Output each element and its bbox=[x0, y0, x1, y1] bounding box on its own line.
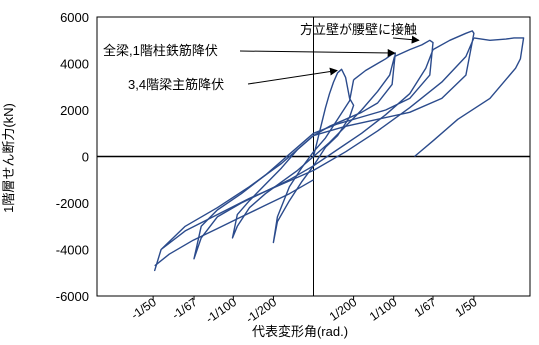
y-tick-label: -4000 bbox=[56, 243, 89, 258]
y-tick-label: 6000 bbox=[60, 10, 89, 25]
x-tick-label: 1/100 bbox=[367, 295, 400, 324]
series-layer bbox=[153, 30, 525, 272]
x-axis-ticks: -1/50 -1/67 -1/100 -1/200 1/200 1/100 1/67 1/50 bbox=[128, 295, 479, 326]
y-tick-label: 4000 bbox=[60, 57, 89, 72]
series-line-6 bbox=[154, 179, 314, 267]
y-tick-label: 0 bbox=[82, 150, 89, 165]
annotation-arrow bbox=[247, 67, 338, 85]
series-line-4 bbox=[153, 30, 475, 272]
x-tick-label: 1/67 bbox=[412, 295, 439, 320]
x-tick-label: 1/50 bbox=[452, 295, 479, 320]
annotation-text: 全梁,1階柱鉄筋降伏 bbox=[103, 43, 218, 58]
y-axis-label: 1階層せん断力(kN) bbox=[1, 103, 16, 213]
series-line-1 bbox=[272, 68, 355, 244]
y-tick-label: -6000 bbox=[56, 289, 89, 304]
annotation-text: 方立壁が腰壁に接触 bbox=[300, 22, 417, 37]
annotation-arrow bbox=[239, 48, 396, 57]
series-line-5 bbox=[414, 37, 525, 158]
x-tick-label: -1/100 bbox=[203, 295, 239, 326]
x-tick-label: -1/50 bbox=[128, 295, 159, 322]
x-tick-label: -1/67 bbox=[169, 295, 200, 322]
y-axis-ticks: -6000 -4000 -2000 0 2000 4000 6000 bbox=[56, 10, 89, 304]
y-tick-label: -2000 bbox=[56, 196, 89, 211]
x-tick-label: 1/200 bbox=[327, 295, 360, 324]
x-tick-label: -1/200 bbox=[243, 295, 279, 326]
x-axis-label: 代表変形角(rad.) bbox=[252, 324, 348, 339]
y-tick-label: 2000 bbox=[60, 103, 89, 118]
annotation-text: 3,4階梁主筋降伏 bbox=[128, 77, 224, 92]
annotation-arrow bbox=[392, 35, 420, 44]
series-line-3 bbox=[193, 39, 434, 260]
